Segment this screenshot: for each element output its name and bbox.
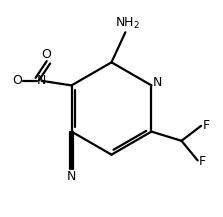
Text: O: O xyxy=(12,74,22,87)
Text: N: N xyxy=(152,76,162,89)
Text: N: N xyxy=(37,74,46,87)
Text: F: F xyxy=(199,155,206,168)
Text: N: N xyxy=(67,170,76,183)
Text: O: O xyxy=(41,48,51,61)
Text: F: F xyxy=(202,119,209,132)
Text: NH$_2$: NH$_2$ xyxy=(115,16,140,31)
